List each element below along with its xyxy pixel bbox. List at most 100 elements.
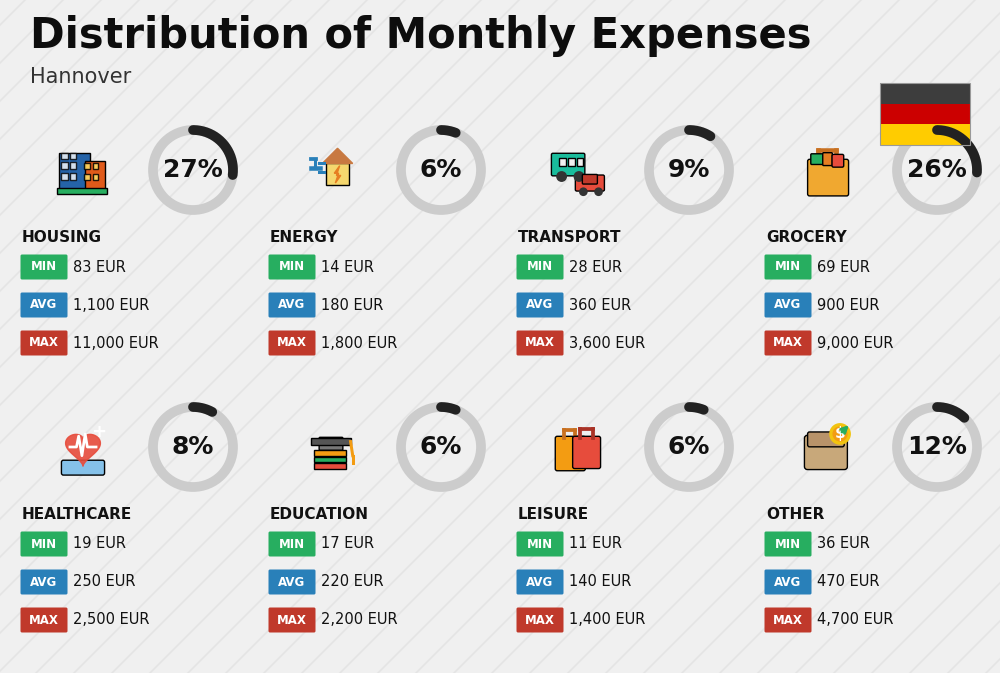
FancyBboxPatch shape (20, 330, 68, 355)
FancyBboxPatch shape (70, 162, 76, 169)
Text: MIN: MIN (527, 538, 553, 551)
Text: 220 EUR: 220 EUR (321, 575, 384, 590)
FancyBboxPatch shape (20, 608, 68, 633)
FancyBboxPatch shape (314, 457, 346, 462)
FancyBboxPatch shape (577, 158, 583, 166)
FancyBboxPatch shape (20, 532, 68, 557)
Text: MAX: MAX (29, 614, 59, 627)
Text: AVG: AVG (278, 299, 306, 312)
Text: AVG: AVG (30, 575, 58, 588)
FancyBboxPatch shape (85, 162, 105, 192)
FancyBboxPatch shape (765, 254, 812, 279)
Text: MAX: MAX (29, 336, 59, 349)
Text: MAX: MAX (773, 336, 803, 349)
Text: 9%: 9% (668, 158, 710, 182)
Text: 1,800 EUR: 1,800 EUR (321, 336, 397, 351)
FancyBboxPatch shape (311, 438, 351, 445)
Text: $: $ (835, 427, 845, 441)
Text: 14 EUR: 14 EUR (321, 260, 374, 275)
FancyBboxPatch shape (880, 83, 970, 104)
Circle shape (556, 171, 567, 182)
Text: 2,200 EUR: 2,200 EUR (321, 612, 398, 627)
Text: 12%: 12% (907, 435, 967, 459)
FancyBboxPatch shape (880, 104, 970, 125)
Text: 180 EUR: 180 EUR (321, 297, 383, 312)
Text: 1,400 EUR: 1,400 EUR (569, 612, 645, 627)
Text: HOUSING: HOUSING (22, 230, 102, 245)
FancyBboxPatch shape (20, 293, 68, 318)
Text: AVG: AVG (526, 575, 554, 588)
Text: AVG: AVG (774, 299, 802, 312)
FancyBboxPatch shape (268, 254, 316, 279)
Polygon shape (334, 166, 341, 183)
Text: MIN: MIN (775, 538, 801, 551)
FancyBboxPatch shape (20, 254, 68, 279)
Text: 900 EUR: 900 EUR (817, 297, 880, 312)
Text: 1,100 EUR: 1,100 EUR (73, 297, 149, 312)
Text: MAX: MAX (525, 614, 555, 627)
Text: MAX: MAX (525, 336, 555, 349)
Text: 250 EUR: 250 EUR (73, 575, 136, 590)
Text: 360 EUR: 360 EUR (569, 297, 631, 312)
FancyBboxPatch shape (268, 569, 316, 594)
FancyBboxPatch shape (93, 174, 98, 180)
Text: 19 EUR: 19 EUR (73, 536, 126, 551)
FancyBboxPatch shape (84, 164, 90, 169)
FancyBboxPatch shape (765, 608, 812, 633)
Text: 83 EUR: 83 EUR (73, 260, 126, 275)
FancyBboxPatch shape (70, 173, 76, 180)
Text: MIN: MIN (31, 538, 57, 551)
FancyBboxPatch shape (314, 450, 346, 456)
FancyBboxPatch shape (516, 293, 564, 318)
Text: MIN: MIN (31, 260, 57, 273)
FancyBboxPatch shape (808, 432, 844, 447)
FancyBboxPatch shape (765, 293, 812, 318)
Text: LEISURE: LEISURE (518, 507, 589, 522)
Circle shape (829, 423, 851, 445)
FancyBboxPatch shape (61, 173, 68, 180)
FancyBboxPatch shape (582, 174, 597, 184)
Text: 9,000 EUR: 9,000 EUR (817, 336, 894, 351)
Text: AVG: AVG (278, 575, 306, 588)
Text: 140 EUR: 140 EUR (569, 575, 631, 590)
Text: 3,600 EUR: 3,600 EUR (569, 336, 645, 351)
Polygon shape (322, 148, 353, 164)
Text: OTHER: OTHER (766, 507, 824, 522)
Text: 2,500 EUR: 2,500 EUR (73, 612, 150, 627)
Text: 26%: 26% (907, 158, 967, 182)
FancyBboxPatch shape (59, 153, 90, 192)
Text: 11,000 EUR: 11,000 EUR (73, 336, 159, 351)
Text: AVG: AVG (774, 575, 802, 588)
FancyBboxPatch shape (832, 154, 844, 167)
FancyBboxPatch shape (804, 435, 847, 470)
FancyBboxPatch shape (559, 158, 566, 166)
FancyBboxPatch shape (516, 569, 564, 594)
Text: MIN: MIN (279, 260, 305, 273)
Text: MIN: MIN (279, 538, 305, 551)
Text: 17 EUR: 17 EUR (321, 536, 374, 551)
Text: GROCERY: GROCERY (766, 230, 847, 245)
FancyBboxPatch shape (20, 569, 68, 594)
FancyBboxPatch shape (516, 608, 564, 633)
Text: 4,700 EUR: 4,700 EUR (817, 612, 894, 627)
FancyBboxPatch shape (823, 153, 832, 166)
FancyBboxPatch shape (880, 125, 970, 145)
Circle shape (579, 187, 588, 196)
Circle shape (594, 187, 603, 196)
Text: MAX: MAX (277, 614, 307, 627)
Text: 11 EUR: 11 EUR (569, 536, 622, 551)
Text: 8%: 8% (172, 435, 214, 459)
FancyBboxPatch shape (70, 153, 76, 159)
Text: 28 EUR: 28 EUR (569, 260, 622, 275)
Text: 6%: 6% (420, 158, 462, 182)
Text: MIN: MIN (775, 260, 801, 273)
FancyBboxPatch shape (808, 160, 849, 196)
FancyBboxPatch shape (268, 330, 316, 355)
Text: MAX: MAX (773, 614, 803, 627)
FancyBboxPatch shape (555, 436, 585, 470)
Text: Distribution of Monthly Expenses: Distribution of Monthly Expenses (30, 15, 812, 57)
Text: HEALTHCARE: HEALTHCARE (22, 507, 132, 522)
Text: TRANSPORT: TRANSPORT (518, 230, 622, 245)
FancyBboxPatch shape (765, 330, 812, 355)
FancyBboxPatch shape (61, 460, 105, 475)
